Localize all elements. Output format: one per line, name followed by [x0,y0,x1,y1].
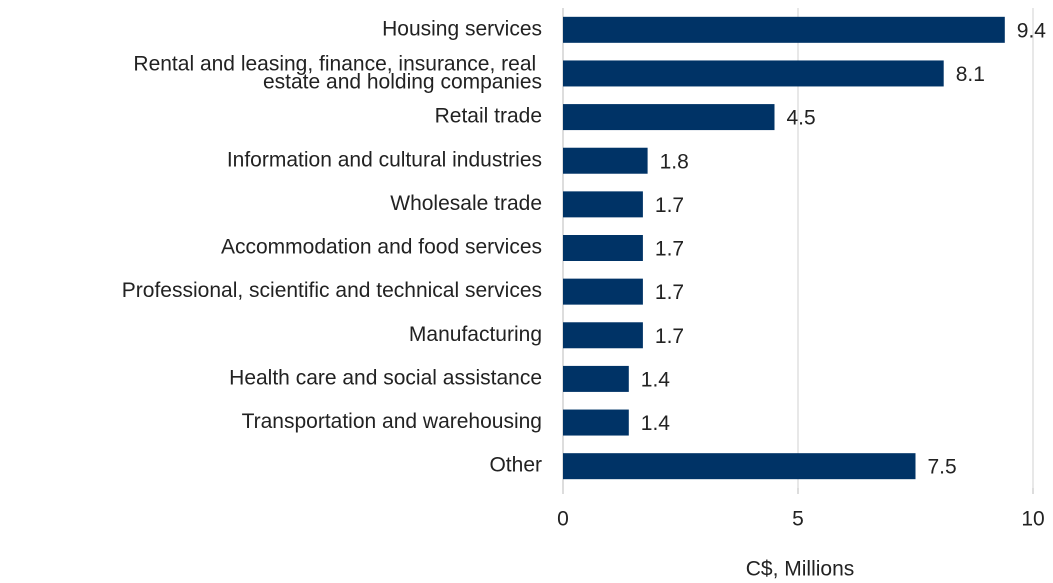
y-tick-label: Information and cultural industries [227,148,542,171]
y-tick-label: Rental and leasing, finance, insurance, … [133,52,542,93]
bar [563,278,643,305]
data-label: 7.5 [928,456,957,479]
y-tick-label: Manufacturing [409,323,542,346]
data-label: 1.7 [655,325,684,348]
y-tick-label: Housing services [382,17,542,40]
bar [563,16,1005,43]
data-label: 1.7 [655,238,684,261]
data-label: 9.4 [1017,19,1047,42]
x-tick-label: 5 [792,508,804,531]
bar [563,235,643,261]
y-tick-label: Wholesale trade [390,192,542,215]
data-label: 1.7 [655,281,684,304]
data-label: 1.4 [641,412,671,435]
y-tick-label: Health care and social assistance [229,366,542,389]
bar [563,60,944,87]
y-tick-label: Transportation and warehousing [242,410,542,433]
data-label: 8.1 [956,63,985,86]
bar [563,147,648,174]
bar [563,453,916,480]
bar [563,365,629,392]
x-tick-label: 0 [557,508,569,531]
bar [563,104,775,131]
y-tick-label: Retail trade [435,105,542,128]
data-label: 4.5 [787,107,816,130]
data-label: 1.8 [660,150,689,173]
x-tick-label: 10 [1021,508,1044,531]
y-tick-label: Accommodation and food services [221,236,542,259]
x-axis-title: C$, Millions [746,558,855,581]
y-tick-label: Professional, scientific and technical s… [122,279,542,302]
bar [563,322,643,349]
bar [563,191,643,218]
data-label: 1.7 [655,194,684,217]
y-tick-label: Other [489,454,542,477]
bar [563,409,629,436]
data-label: 1.4 [641,368,671,391]
